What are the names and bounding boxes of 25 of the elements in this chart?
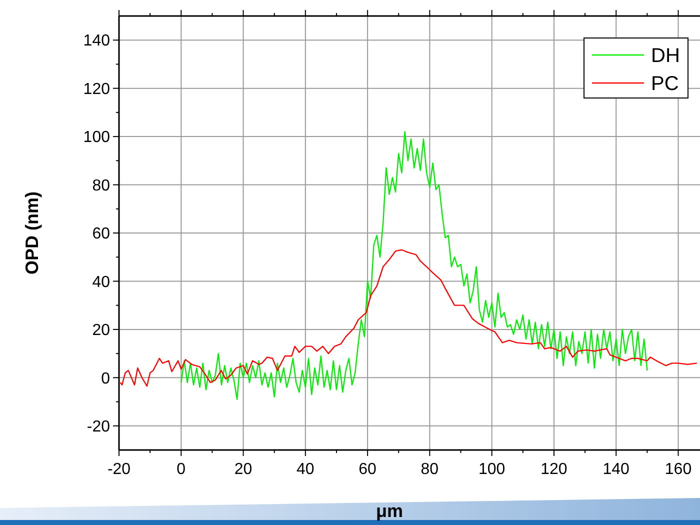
y-tick-label: 20 — [92, 322, 110, 340]
x-axis-title: μm — [376, 501, 404, 521]
line-series — [120, 249, 698, 387]
y-axis-title: OPD (nm) — [22, 192, 42, 274]
y-tick-label: 120 — [83, 80, 110, 98]
legend-label: PC — [651, 73, 679, 95]
y-tick-label: -20 — [86, 418, 110, 436]
x-tick-label: 60 — [358, 461, 377, 478]
x-tick-label: 0 — [176, 461, 186, 478]
line-series — [180, 131, 648, 400]
legend-label: DH — [651, 45, 680, 67]
x-tick-label: 80 — [420, 461, 439, 478]
x-tick-label: 20 — [234, 461, 252, 478]
y-tick-label: 140 — [83, 32, 110, 50]
x-tick-label: 40 — [296, 461, 314, 478]
x-tick-label: 120 — [540, 461, 568, 478]
x-tick-label: 160 — [664, 461, 692, 478]
y-tick-label: 0 — [101, 370, 110, 388]
y-tick-label: 80 — [92, 177, 110, 194]
x-tick-label: 140 — [602, 461, 630, 478]
y-tick-label: 60 — [92, 226, 110, 243]
y-tick-label: 100 — [83, 129, 110, 146]
x-tick-label: 100 — [478, 461, 506, 478]
x-tick-label: -20 — [107, 461, 131, 478]
y-tick-label: 40 — [92, 274, 110, 291]
